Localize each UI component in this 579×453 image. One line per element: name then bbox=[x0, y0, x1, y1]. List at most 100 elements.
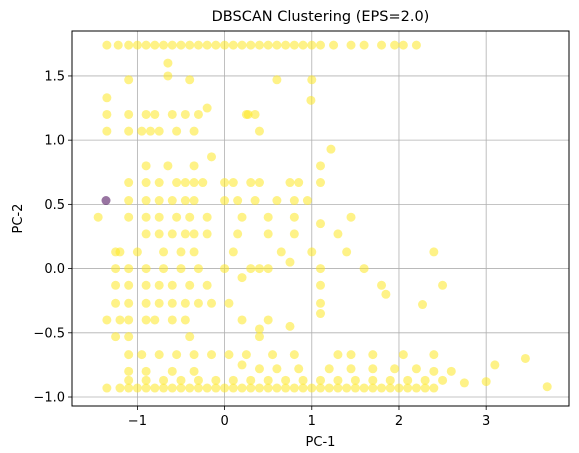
cluster-point bbox=[254, 264, 264, 274]
cluster-point bbox=[298, 375, 308, 385]
cluster-point bbox=[193, 375, 203, 385]
cluster-point bbox=[150, 315, 160, 325]
cluster-point bbox=[272, 364, 282, 374]
cluster-point bbox=[145, 126, 155, 136]
cluster-point bbox=[211, 40, 221, 50]
cluster-point bbox=[207, 152, 217, 162]
cluster-point bbox=[124, 178, 134, 188]
x-tick-label: 1 bbox=[308, 414, 316, 429]
cluster-point bbox=[202, 280, 212, 290]
cluster-point bbox=[289, 229, 299, 239]
cluster-point bbox=[193, 264, 203, 274]
cluster-point bbox=[316, 264, 325, 274]
cluster-point bbox=[124, 350, 134, 360]
cluster-point bbox=[237, 315, 247, 325]
cluster-point bbox=[102, 315, 112, 325]
cluster-point bbox=[111, 298, 121, 308]
cluster-point bbox=[132, 40, 142, 50]
cluster-point bbox=[141, 264, 151, 274]
cluster-point bbox=[189, 161, 199, 171]
cluster-point bbox=[150, 383, 160, 393]
cluster-point bbox=[438, 375, 448, 385]
cluster-point bbox=[189, 366, 199, 376]
cluster-point bbox=[202, 212, 212, 222]
cluster-point bbox=[438, 280, 448, 290]
cluster-point bbox=[307, 383, 317, 393]
x-tick-label: 0 bbox=[220, 414, 228, 429]
cluster-point bbox=[285, 321, 295, 331]
cluster-point bbox=[154, 350, 164, 360]
cluster-point bbox=[429, 247, 439, 257]
cluster-point bbox=[154, 178, 164, 188]
cluster-point bbox=[316, 280, 325, 290]
cluster-point bbox=[302, 196, 312, 206]
cluster-point bbox=[124, 383, 134, 393]
cluster-point bbox=[272, 196, 282, 206]
cluster-point bbox=[263, 315, 273, 325]
cluster-point bbox=[189, 196, 199, 206]
cluster-point bbox=[224, 350, 234, 360]
cluster-point bbox=[224, 298, 234, 308]
cluster-point bbox=[307, 247, 317, 257]
cluster-point bbox=[272, 383, 282, 393]
cluster-point bbox=[167, 109, 177, 119]
cluster-point bbox=[385, 383, 395, 393]
cluster-point bbox=[124, 315, 134, 325]
cluster-point bbox=[137, 126, 147, 136]
cluster-point bbox=[368, 350, 378, 360]
cluster-point bbox=[237, 212, 247, 222]
cluster-point bbox=[159, 247, 169, 257]
cluster-point bbox=[246, 264, 256, 274]
cluster-point bbox=[124, 332, 134, 342]
cluster-point bbox=[111, 264, 121, 274]
y-tick-label: −1.0 bbox=[33, 391, 65, 406]
cluster-point bbox=[263, 375, 273, 385]
cluster-point bbox=[377, 280, 387, 290]
cluster-point bbox=[189, 247, 199, 257]
cluster-point bbox=[403, 383, 413, 393]
cluster-point bbox=[115, 247, 125, 257]
cluster-point bbox=[154, 196, 164, 206]
cluster-point bbox=[281, 40, 291, 50]
grid bbox=[72, 31, 569, 406]
cluster-point bbox=[189, 126, 199, 136]
cluster-point bbox=[520, 353, 530, 363]
cluster-point bbox=[390, 40, 400, 50]
cluster-point bbox=[124, 40, 134, 50]
cluster-point bbox=[172, 178, 182, 188]
cluster-point bbox=[185, 40, 195, 50]
cluster-point bbox=[228, 375, 238, 385]
cluster-point bbox=[141, 212, 151, 222]
cluster-point bbox=[263, 264, 273, 274]
cluster-point bbox=[289, 40, 299, 50]
cluster-point bbox=[289, 212, 299, 222]
cluster-point bbox=[124, 212, 134, 222]
cluster-point bbox=[289, 350, 299, 360]
cluster-point bbox=[167, 229, 177, 239]
cluster-point bbox=[124, 280, 134, 290]
cluster-point bbox=[115, 383, 125, 393]
cluster-point bbox=[254, 383, 264, 393]
cluster-point bbox=[207, 350, 217, 360]
cluster-point bbox=[141, 366, 151, 376]
cluster-point bbox=[159, 375, 169, 385]
cluster-point bbox=[180, 298, 190, 308]
cluster-point bbox=[272, 75, 282, 85]
cluster-point bbox=[333, 350, 343, 360]
cluster-point bbox=[185, 383, 195, 393]
cluster-point bbox=[263, 383, 273, 393]
cluster-point bbox=[446, 366, 456, 376]
cluster-point bbox=[233, 196, 243, 206]
cluster-point bbox=[385, 375, 395, 385]
cluster-point bbox=[350, 383, 360, 393]
y-axis-label: PC-2 bbox=[11, 204, 26, 234]
cluster-point bbox=[316, 375, 325, 385]
cluster-point bbox=[167, 40, 177, 50]
cluster-point bbox=[368, 383, 378, 393]
cluster-point bbox=[111, 280, 121, 290]
cluster-point bbox=[102, 40, 112, 50]
cluster-point bbox=[150, 40, 160, 50]
cluster-point bbox=[159, 40, 169, 50]
cluster-point bbox=[398, 40, 408, 50]
